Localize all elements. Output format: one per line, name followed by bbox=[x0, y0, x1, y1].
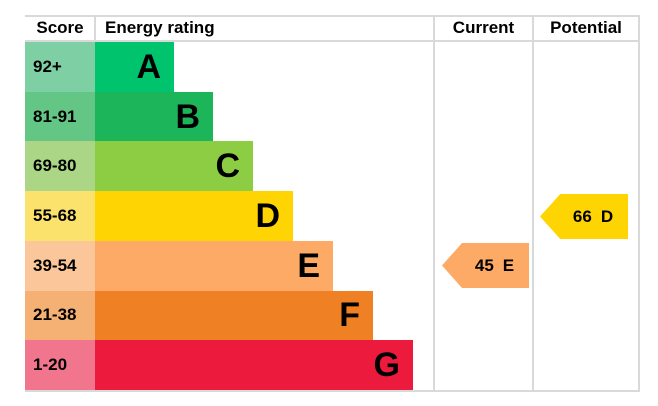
band-score-range: 55-68 bbox=[33, 206, 77, 226]
score-column-header: Score bbox=[36, 18, 84, 37]
energy-rating-column-header: Energy rating bbox=[105, 18, 215, 37]
current-column-divider bbox=[433, 15, 435, 392]
band-row-c: 69-80 C bbox=[25, 141, 640, 192]
band-score-cell: 1-20 bbox=[25, 340, 95, 391]
band-score-range: 39-54 bbox=[33, 255, 77, 275]
band-score-range: 81-91 bbox=[33, 106, 77, 126]
band-letter: C bbox=[215, 147, 240, 186]
band-letter: D bbox=[255, 197, 280, 236]
band-bar-b: B bbox=[95, 91, 213, 142]
current-rating-letter: E bbox=[502, 255, 515, 275]
band-score-range: 1-20 bbox=[33, 355, 68, 375]
band-row-d: 55-68 D bbox=[25, 191, 640, 241]
band-bar-c: C bbox=[95, 141, 253, 192]
band-score-cell: 92+ bbox=[25, 42, 95, 92]
band-score-cell: 39-54 bbox=[25, 240, 95, 291]
band-score-range: 21-38 bbox=[33, 305, 77, 325]
table-bottom-border bbox=[25, 390, 640, 392]
band-score-cell: 69-80 bbox=[25, 141, 95, 192]
potential-column-divider bbox=[532, 15, 534, 392]
band-row-g: 1-20 G bbox=[25, 340, 640, 391]
rating-bands: 92+ A 81-91 B 69-80 C 55-68 bbox=[25, 42, 640, 391]
potential-column-header: Potential bbox=[550, 18, 622, 37]
band-bar-e: E bbox=[95, 240, 333, 291]
band-bar-a: A bbox=[95, 42, 174, 92]
potential-rating-letter: D bbox=[600, 206, 614, 226]
table-top-border bbox=[25, 15, 640, 17]
band-row-e: 39-54 E bbox=[25, 240, 640, 291]
current-rating-value: 45 bbox=[474, 255, 494, 275]
band-score-range: 92+ bbox=[33, 56, 62, 76]
band-score-cell: 81-91 bbox=[25, 91, 95, 142]
header-bottom-border bbox=[25, 40, 640, 42]
band-letter: F bbox=[339, 296, 360, 335]
band-score-cell: 21-38 bbox=[25, 290, 95, 341]
potential-rating-value: 66 bbox=[572, 206, 592, 226]
band-letter: A bbox=[136, 47, 161, 86]
band-row-b: 81-91 B bbox=[25, 91, 640, 142]
potential-rating-arrow: 66 D bbox=[540, 194, 628, 239]
table-right-border bbox=[638, 15, 640, 392]
current-column-header: Current bbox=[452, 18, 515, 37]
band-row-f: 21-38 F bbox=[25, 290, 640, 341]
band-letter: E bbox=[297, 246, 320, 285]
band-letter: B bbox=[175, 97, 200, 136]
band-letter: G bbox=[373, 346, 400, 385]
band-bar-f: F bbox=[95, 290, 373, 341]
current-rating-arrow: 45 E bbox=[442, 243, 529, 288]
band-score-cell: 55-68 bbox=[25, 191, 95, 241]
band-bar-d: D bbox=[95, 191, 293, 241]
score-column-divider bbox=[94, 15, 96, 41]
band-row-a: 92+ A bbox=[25, 42, 640, 92]
band-bar-g: G bbox=[95, 340, 413, 391]
band-score-range: 69-80 bbox=[33, 156, 77, 176]
